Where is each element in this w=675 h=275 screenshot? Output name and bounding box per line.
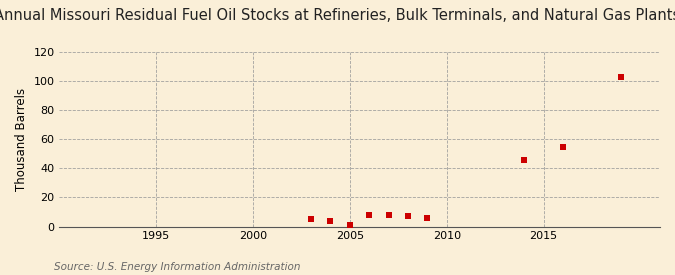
Point (344, 223, 355, 227)
Point (383, 213, 394, 217)
Point (519, 158, 530, 162)
Point (306, 217, 317, 221)
Text: Source: U.S. Energy Information Administration: Source: U.S. Energy Information Administ… (54, 262, 300, 272)
Point (558, 144, 568, 149)
Point (422, 216, 433, 220)
Text: Annual Missouri Residual Fuel Oil Stocks at Refineries, Bulk Terminals, and Natu: Annual Missouri Residual Fuel Oil Stocks… (0, 8, 675, 23)
Point (616, 75, 626, 79)
Y-axis label: Thousand Barrels: Thousand Barrels (15, 88, 28, 191)
Point (364, 213, 375, 217)
Point (325, 219, 335, 223)
Point (402, 214, 413, 219)
